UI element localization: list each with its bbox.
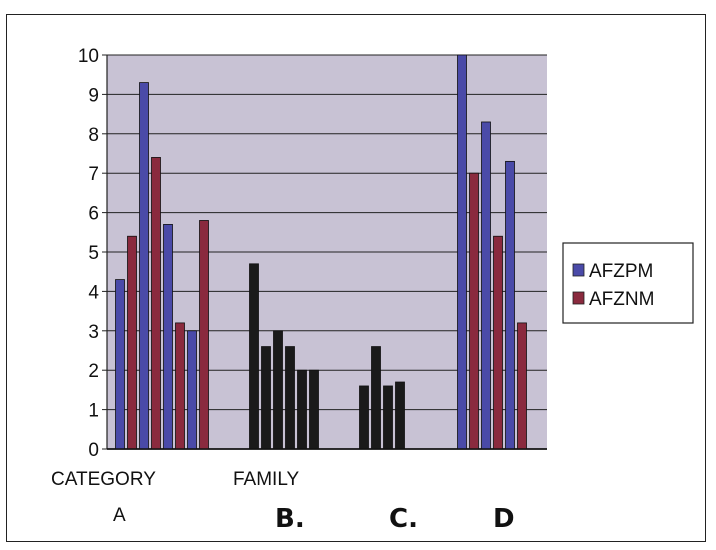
bar-afzpm — [249, 263, 259, 450]
category-label-bottom: B. — [275, 504, 305, 534]
category-label-bottom: D — [493, 504, 515, 534]
bar-afzpm — [115, 279, 125, 450]
chart-frame: 0 1 2 3 4 5 6 7 8 9 10 CATEGORY A FAMILY B. C. D AFZPM … — [6, 14, 706, 542]
bar-afzpm — [139, 82, 149, 450]
bar-afznm — [309, 369, 319, 450]
bar-afzpm — [383, 385, 393, 450]
y-tick-label: 0 — [88, 440, 99, 461]
bar-afznm — [285, 346, 295, 450]
category-label-top: FAMILY — [233, 469, 299, 490]
y-tick-label: 6 — [88, 204, 99, 225]
bar-chart: 0 1 2 3 4 5 6 7 8 9 10 CATEGORY A FAMILY B. C. D AFZPM … — [51, 46, 694, 534]
y-tick-label: 2 — [88, 361, 99, 382]
legend-label-afznm: AFZNM — [589, 289, 654, 310]
bar-afznm — [517, 322, 527, 450]
legend: AFZPM AFZNM — [562, 242, 694, 324]
y-tick-label: 7 — [88, 164, 99, 185]
bar-afzpm — [481, 121, 491, 450]
category-labels: CATEGORY A FAMILY B. C. D — [51, 469, 515, 534]
bar-afznm — [493, 235, 503, 450]
bar-afzpm — [505, 160, 515, 450]
bar-afznm — [127, 235, 137, 450]
y-tick-label: 4 — [88, 282, 99, 303]
bar-afznm — [395, 381, 405, 450]
bar-afznm — [469, 172, 479, 450]
bar-afzpm — [273, 330, 283, 450]
y-tick-label: 8 — [88, 125, 99, 146]
y-tick-label: 1 — [88, 401, 99, 422]
bar-afzpm — [359, 385, 369, 450]
category-label-bottom: C. — [389, 504, 418, 534]
y-tick-label: 5 — [88, 243, 99, 264]
bar-afznm — [371, 346, 381, 450]
y-axis-ticks: 0 1 2 3 4 5 6 7 8 9 10 — [78, 46, 108, 461]
bar-afzpm — [297, 369, 307, 450]
legend-swatch-afznm — [572, 291, 585, 305]
y-tick-label: 9 — [88, 85, 99, 106]
legend-label-afzpm: AFZPM — [589, 261, 653, 282]
bar-afzpm — [187, 330, 197, 450]
bar-afzpm — [457, 54, 467, 450]
legend-box — [562, 242, 694, 324]
y-tick-label: 10 — [78, 46, 99, 67]
legend-swatch-afzpm — [572, 263, 585, 277]
y-tick-label: 3 — [88, 322, 99, 343]
bar-afzpm — [163, 224, 173, 450]
bar-afznm — [175, 322, 185, 450]
bar-afznm — [261, 346, 271, 450]
bars — [115, 54, 527, 450]
category-label-bottom: A — [113, 505, 126, 526]
category-label-top: CATEGORY — [51, 469, 156, 490]
bar-afznm — [199, 220, 209, 450]
bar-afznm — [151, 157, 161, 450]
